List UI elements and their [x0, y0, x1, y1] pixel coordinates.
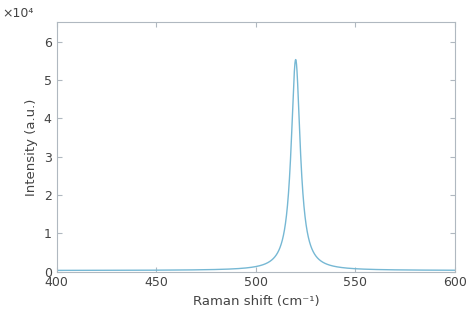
Y-axis label: Intensity (a.u.): Intensity (a.u.): [25, 98, 38, 196]
X-axis label: Raman shift (cm⁻¹): Raman shift (cm⁻¹): [192, 295, 319, 308]
Text: ×10⁴: ×10⁴: [3, 7, 34, 20]
